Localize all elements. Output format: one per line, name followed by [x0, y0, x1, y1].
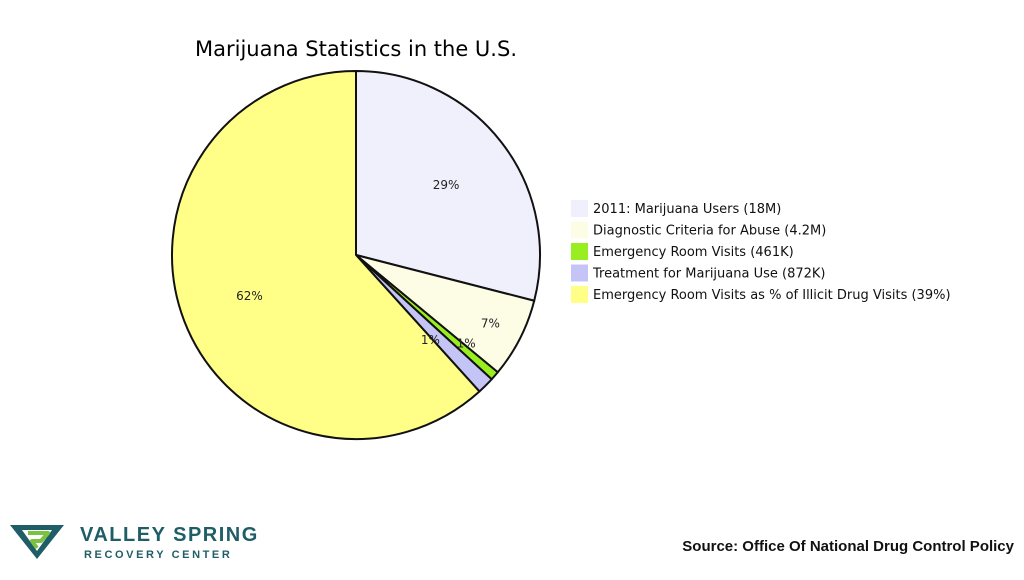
- pie-slices: [171, 70, 541, 440]
- source-note: Source: Office Of National Drug Control …: [682, 538, 1014, 555]
- logo-name: VALLEY SPRING: [80, 524, 259, 546]
- legend-label-1: 2011: Marijuana Users (18M): [593, 202, 781, 217]
- pie-percent-label-2: 7%: [481, 317, 500, 331]
- pie-percent-labels: 29% 7% 1% 1% 62%: [236, 178, 500, 351]
- pie-chart: Marijuana Statistics in the U.S. 29% 7% 1%…: [171, 37, 951, 440]
- logo-subtitle: RECOVERY CENTER: [84, 549, 233, 561]
- legend-swatch-3: [571, 243, 588, 260]
- legend-label-3: Emergency Room Visits (461K): [593, 245, 794, 260]
- pie-slice-1: [355, 70, 541, 302]
- legend: 2011: Marijuana Users (18M) Diagnostic Cr…: [571, 200, 951, 303]
- pie-percent-label-1: 29%: [433, 178, 460, 192]
- legend-swatch-4: [571, 264, 588, 282]
- pie-percent-label-5: 62%: [236, 289, 263, 303]
- legend-swatch-2: [571, 221, 588, 239]
- logo-mark-icon: [10, 525, 64, 559]
- legend-swatch-1: [571, 200, 588, 217]
- chart-title: Marijuana Statistics in the U.S.: [195, 37, 517, 61]
- valley-spring-logo: VALLEY SPRING RECOVERY CENTER: [8, 518, 268, 566]
- legend-swatch-5: [571, 286, 588, 303]
- pie-percent-label-4: 1%: [421, 333, 440, 347]
- legend-label-2: Diagnostic Criteria for Abuse (4.2M): [593, 224, 826, 239]
- pie-slice-5: [171, 70, 481, 440]
- legend-label-5: Emergency Room Visits as % of Illicit Dr…: [593, 288, 951, 303]
- pie-percent-label-3: 1%: [457, 337, 476, 351]
- legend-label-4: Treatment for Marijuana Use (872K): [592, 267, 825, 282]
